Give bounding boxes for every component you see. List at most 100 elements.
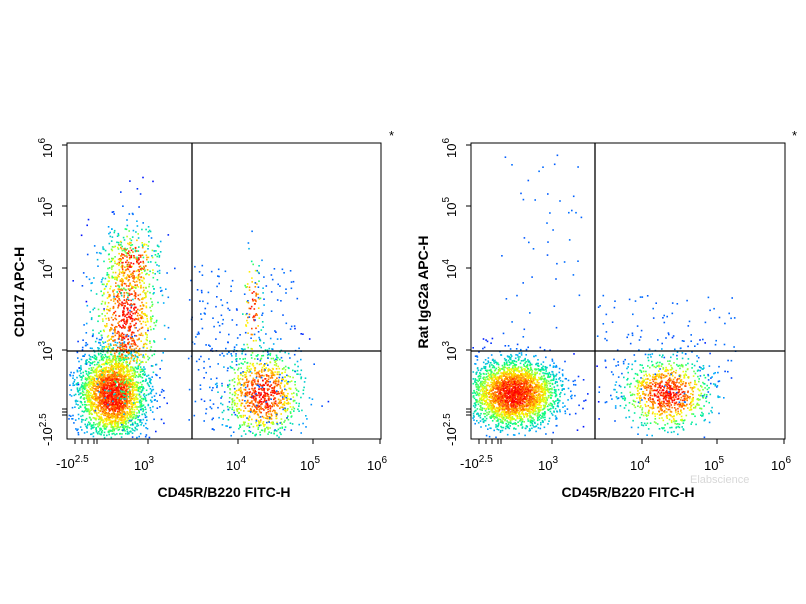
- data-point: [113, 420, 115, 422]
- data-point: [272, 409, 275, 412]
- data-point: [97, 308, 100, 311]
- data-point: [258, 386, 261, 388]
- data-point: [251, 372, 253, 374]
- data-point: [119, 376, 121, 378]
- data-point: [271, 402, 273, 404]
- data-point: [143, 355, 145, 358]
- data-point: [150, 328, 152, 331]
- data-point: [104, 389, 106, 391]
- data-point: [162, 390, 165, 392]
- data-point: [138, 309, 141, 312]
- data-point: [239, 415, 241, 417]
- data-point: [151, 396, 153, 399]
- data-point: [246, 417, 248, 419]
- data-point: [252, 389, 255, 392]
- data-point: [279, 422, 282, 424]
- data-point: [142, 256, 145, 259]
- data-point: [146, 269, 149, 271]
- data-point: [140, 323, 143, 325]
- data-point: [272, 372, 274, 374]
- data-point: [145, 411, 147, 414]
- data-point: [94, 370, 96, 372]
- data-point: [135, 258, 138, 260]
- data-point: [103, 356, 106, 359]
- data-point: [129, 264, 131, 266]
- data-point: [141, 326, 144, 329]
- data-point: [106, 323, 108, 325]
- data-point: [129, 251, 131, 254]
- data-point: [279, 395, 282, 397]
- data-point: [93, 402, 95, 404]
- data-point: [98, 401, 101, 403]
- data-point: [256, 380, 259, 382]
- data-point: [147, 327, 149, 330]
- data-point: [121, 304, 124, 307]
- data-point: [252, 425, 255, 428]
- data-point: [93, 390, 95, 393]
- data-point: [113, 428, 116, 430]
- data-point: [110, 240, 113, 242]
- data-point: [141, 301, 143, 304]
- data-point: [520, 352, 523, 354]
- data-point: [244, 384, 246, 386]
- data-point: [155, 321, 158, 323]
- data-point: [287, 402, 289, 405]
- data-point: [123, 296, 125, 298]
- data-point: [84, 353, 86, 356]
- data-point: [123, 347, 125, 350]
- data-point: [137, 274, 140, 276]
- data-point: [261, 366, 264, 369]
- data-point: [114, 317, 116, 320]
- data-point: [85, 373, 88, 375]
- data-point: [85, 417, 88, 420]
- data-point: [140, 308, 143, 310]
- data-point: [138, 390, 141, 393]
- data-point: [137, 294, 140, 297]
- data-point: [272, 421, 274, 424]
- data-point: [253, 333, 256, 336]
- data-point: [134, 376, 137, 379]
- data-point: [134, 351, 137, 354]
- data-point: [121, 342, 124, 344]
- data-point: [95, 393, 97, 396]
- data-point: [70, 371, 72, 374]
- data-point: [257, 325, 259, 327]
- data-point: [95, 417, 98, 420]
- data-point: [123, 341, 126, 343]
- data-point: [111, 246, 114, 248]
- data-point: [128, 279, 130, 281]
- data-point: [268, 418, 271, 420]
- data-point: [233, 404, 236, 406]
- data-point: [122, 380, 124, 382]
- data-point: [76, 400, 79, 402]
- data-point: [211, 389, 213, 392]
- data-point: [327, 400, 330, 403]
- data-point: [106, 392, 109, 395]
- data-point: [244, 392, 247, 395]
- data-point: [279, 427, 281, 429]
- data-point: [77, 391, 80, 393]
- data-point: [279, 431, 281, 434]
- data-point: [255, 292, 257, 295]
- data-point: [107, 309, 109, 311]
- data-point: [107, 374, 109, 377]
- data-point: [125, 301, 128, 303]
- data-point: [239, 390, 242, 393]
- data-point: [497, 366, 500, 369]
- data-point: [280, 418, 283, 420]
- data-point: [75, 400, 77, 403]
- data-point: [88, 397, 91, 399]
- data-point: [235, 355, 237, 357]
- data-point: [263, 430, 266, 433]
- data-point: [130, 357, 132, 360]
- data-point: [117, 423, 119, 426]
- data-point: [152, 285, 154, 288]
- data-point: [99, 433, 101, 435]
- data-point: [152, 269, 154, 271]
- data-point: [233, 385, 235, 387]
- data-point: [92, 378, 95, 381]
- data-point: [287, 352, 290, 355]
- data-point: [115, 400, 117, 402]
- data-point: [125, 249, 127, 251]
- data-point: [90, 418, 92, 421]
